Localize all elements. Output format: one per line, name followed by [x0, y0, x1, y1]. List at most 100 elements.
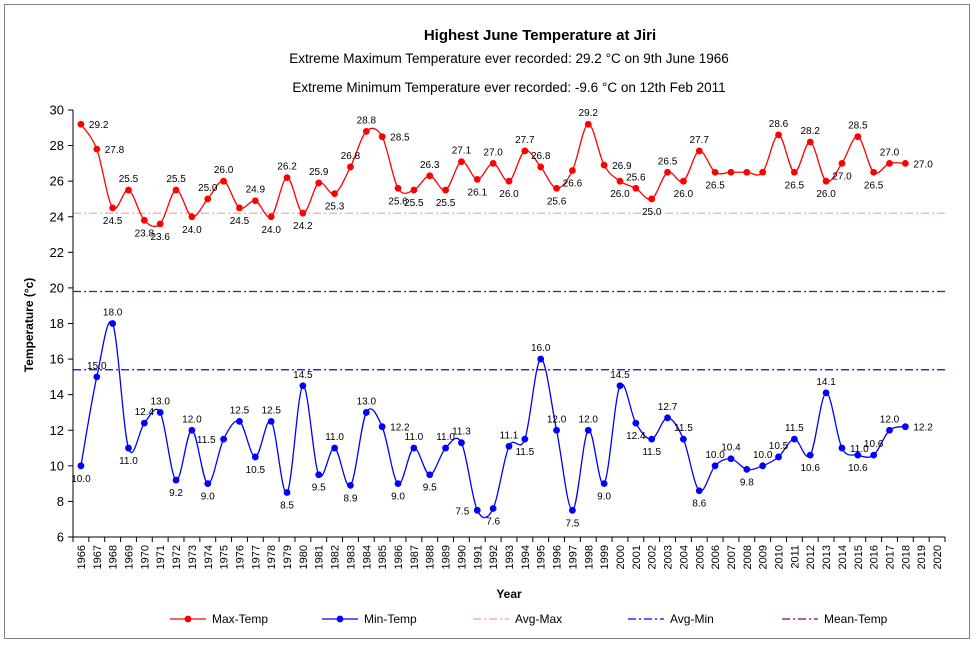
x-tick-label: 1996: [552, 545, 564, 569]
point-max-temp: [886, 159, 893, 167]
legend-item-mean-temp: Mean-Temp: [782, 612, 888, 626]
data-label-max-temp: 24.5: [230, 216, 250, 227]
data-label-min-temp: 10.5: [769, 441, 789, 452]
point-max-temp: [315, 179, 323, 187]
data-label-min-temp: 14.1: [816, 377, 836, 388]
data-label-min-temp: 7.5: [455, 506, 469, 517]
point-max-temp: [727, 168, 735, 176]
x-tick-label: 2011: [789, 545, 801, 569]
data-label-min-temp: 11.5: [197, 435, 216, 446]
data-label-max-temp: 25.5: [166, 174, 186, 185]
y-tick-label: 12: [50, 423, 64, 438]
y-tick-label: 16: [50, 352, 64, 367]
point-max-temp: [505, 177, 513, 185]
data-label-max-temp: 26.5: [658, 156, 678, 167]
x-tick-label: 1972: [171, 545, 183, 569]
data-label-min-temp: 11.1: [500, 430, 519, 441]
data-label-min-temp: 12.0: [547, 414, 567, 425]
point-min-temp: [299, 382, 307, 390]
x-tick-label: 1986: [393, 545, 405, 569]
data-label-min-temp: 12.2: [913, 423, 933, 434]
point-min-temp: [442, 444, 449, 452]
data-label-min-temp: 10.6: [848, 463, 868, 474]
x-tick-label: 2017: [885, 545, 897, 569]
y-tick-label: 8: [57, 494, 64, 509]
data-label-max-temp: 24.9: [246, 185, 266, 196]
point-max-temp: [711, 168, 719, 176]
x-tick-label: 1992: [488, 545, 500, 569]
point-min-temp: [93, 373, 101, 381]
data-label-min-temp: 12.4: [135, 407, 155, 418]
point-max-temp: [109, 204, 117, 212]
point-max-temp: [759, 168, 767, 176]
data-label-min-temp: 7.6: [486, 517, 500, 528]
point-min-temp: [790, 435, 798, 443]
x-tick-label: 2003: [663, 545, 675, 569]
data-label-min-temp: 15.0: [87, 361, 107, 372]
point-min-temp: [584, 426, 592, 434]
x-tick-label: 2010: [774, 545, 786, 569]
data-label-max-temp: 26.6: [563, 178, 583, 189]
data-label-min-temp: 11.5: [642, 447, 661, 458]
x-tick-label: 1982: [330, 545, 342, 569]
point-min-temp: [109, 320, 117, 327]
x-tick-label: 1970: [139, 545, 151, 569]
legend-item-min-temp: Min-Temp: [322, 612, 417, 626]
point-max-temp: [695, 147, 703, 155]
data-label-max-temp: 25.5: [436, 198, 456, 209]
point-min-temp: [743, 465, 751, 473]
y-tick-label: 18: [50, 316, 64, 331]
point-max-temp: [870, 168, 878, 176]
x-tick-label: 1990: [456, 545, 468, 569]
x-tick-label: 1975: [219, 545, 231, 569]
data-label-max-temp: 27.0: [832, 171, 852, 182]
point-min-temp: [394, 480, 402, 488]
x-tick-label: 2005: [694, 545, 706, 569]
point-min-temp: [537, 355, 545, 363]
data-label-max-temp: 25.5: [119, 174, 139, 185]
x-tick-label: 2006: [710, 545, 722, 569]
data-label-max-temp: 26.9: [612, 161, 632, 172]
x-tick-label: 1971: [155, 545, 167, 569]
point-max-temp: [299, 209, 307, 217]
point-min-temp: [331, 444, 338, 452]
point-min-temp: [711, 462, 719, 470]
point-min-temp: [727, 455, 735, 463]
data-label-min-temp: 8.6: [692, 499, 706, 510]
x-tick-label: 1977: [250, 545, 262, 569]
point-min-temp: [204, 480, 212, 488]
data-label-max-temp: 29.2: [579, 108, 599, 119]
point-max-temp: [790, 168, 798, 176]
data-label-min-temp: 10.6: [801, 463, 821, 474]
point-max-temp: [775, 131, 782, 139]
data-label-max-temp: 26.0: [214, 165, 234, 176]
point-max-temp: [204, 195, 212, 203]
point-max-temp: [331, 190, 338, 198]
data-label-max-temp: 28.2: [801, 126, 821, 137]
data-label-max-temp: 24.2: [293, 221, 313, 232]
data-label-max-temp: 25.6: [388, 196, 408, 207]
point-max-temp: [537, 163, 545, 171]
data-label-max-temp: 25.3: [325, 202, 345, 213]
x-tick-label: 1974: [203, 545, 215, 569]
reference-lines: [73, 212, 945, 371]
point-max-temp: [521, 147, 529, 155]
legend-label: Min-Temp: [364, 612, 417, 626]
data-label-min-temp: 11.5: [674, 423, 693, 434]
x-tick-label: 1981: [314, 545, 326, 569]
x-tick-label: 2000: [615, 545, 627, 569]
x-tick-label: 1979: [282, 545, 294, 569]
point-max-temp: [569, 167, 576, 174]
x-tick-label: 1991: [472, 545, 484, 569]
x-tick-label: 2019: [916, 545, 928, 569]
point-max-temp: [553, 184, 560, 192]
series-layer: [77, 120, 909, 519]
x-tick-label: 2001: [631, 545, 643, 569]
x-tick-label: 2014: [837, 545, 849, 569]
point-min-temp: [172, 476, 180, 484]
data-label-min-temp: 8.5: [280, 501, 294, 512]
y-tick-label: 28: [50, 138, 64, 153]
data-label-min-temp: 11.0: [436, 432, 455, 443]
point-max-temp: [743, 168, 751, 176]
point-max-temp: [616, 177, 624, 185]
